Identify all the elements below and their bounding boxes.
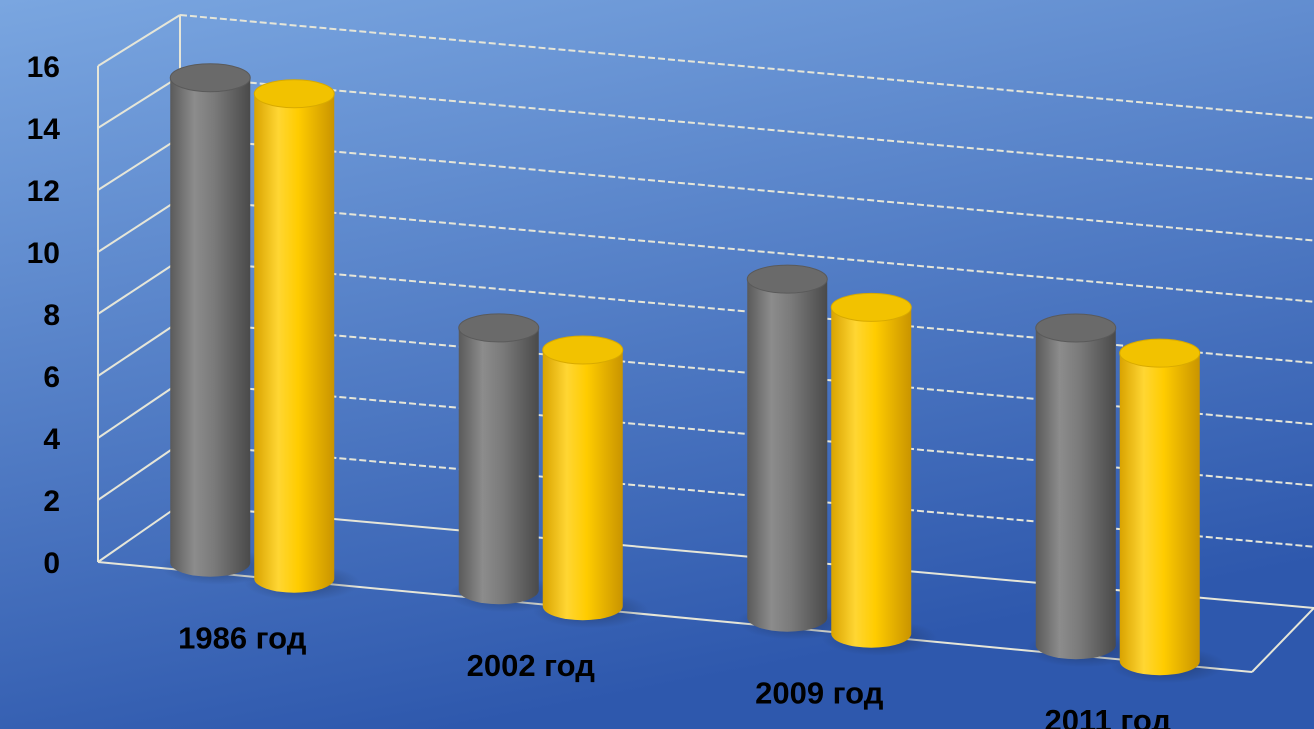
y-tick-label: 4 xyxy=(43,423,60,456)
gridline-side xyxy=(97,320,181,377)
gridline-side xyxy=(97,136,181,191)
x-category-label: 2009 год xyxy=(755,676,884,711)
gridline-side xyxy=(97,14,181,67)
bar-top xyxy=(169,63,251,93)
gridline-side xyxy=(97,442,181,501)
bar-top xyxy=(542,335,624,365)
bar-top xyxy=(1119,338,1201,368)
x-category-label: 1986 год xyxy=(178,621,307,656)
y-tick-label: 14 xyxy=(27,113,61,146)
y-tick-label: 16 xyxy=(27,51,60,84)
bar-body xyxy=(747,279,828,632)
bar-body xyxy=(542,350,623,621)
grid-layer xyxy=(97,14,1314,673)
gridline-side xyxy=(97,197,181,253)
gridline-side xyxy=(97,75,181,129)
bar-body xyxy=(1035,327,1116,660)
bar-top xyxy=(830,292,912,322)
bar-top xyxy=(458,313,540,343)
y-tick-label: 12 xyxy=(27,175,60,208)
bar-body xyxy=(170,77,251,577)
y-tick-label: 8 xyxy=(43,299,60,332)
y-tick-label: 6 xyxy=(43,361,60,394)
bar-top xyxy=(253,79,335,109)
x-category-label: 2002 год xyxy=(467,648,596,683)
bar-body xyxy=(1119,353,1200,676)
bar-top xyxy=(1035,313,1117,343)
bar-body xyxy=(254,93,335,593)
y-tick-label: 2 xyxy=(43,485,60,518)
y-tick-label: 10 xyxy=(27,237,60,270)
bar-top xyxy=(746,264,828,294)
bar-layer xyxy=(160,63,1226,684)
floor-right-edge xyxy=(1251,607,1314,673)
x-category-label: 2011 год xyxy=(1044,703,1171,729)
label-layer: 0 2 4 6 8 10 12 14 16 1986 год 2002 год 2009 год 201… xyxy=(27,51,1172,729)
y-tick-label: 0 xyxy=(43,547,60,580)
gridline-side xyxy=(97,381,181,439)
bar-body xyxy=(831,307,912,648)
gridline-side xyxy=(97,504,181,563)
gridline-side xyxy=(97,259,181,315)
bar-body xyxy=(458,327,539,605)
